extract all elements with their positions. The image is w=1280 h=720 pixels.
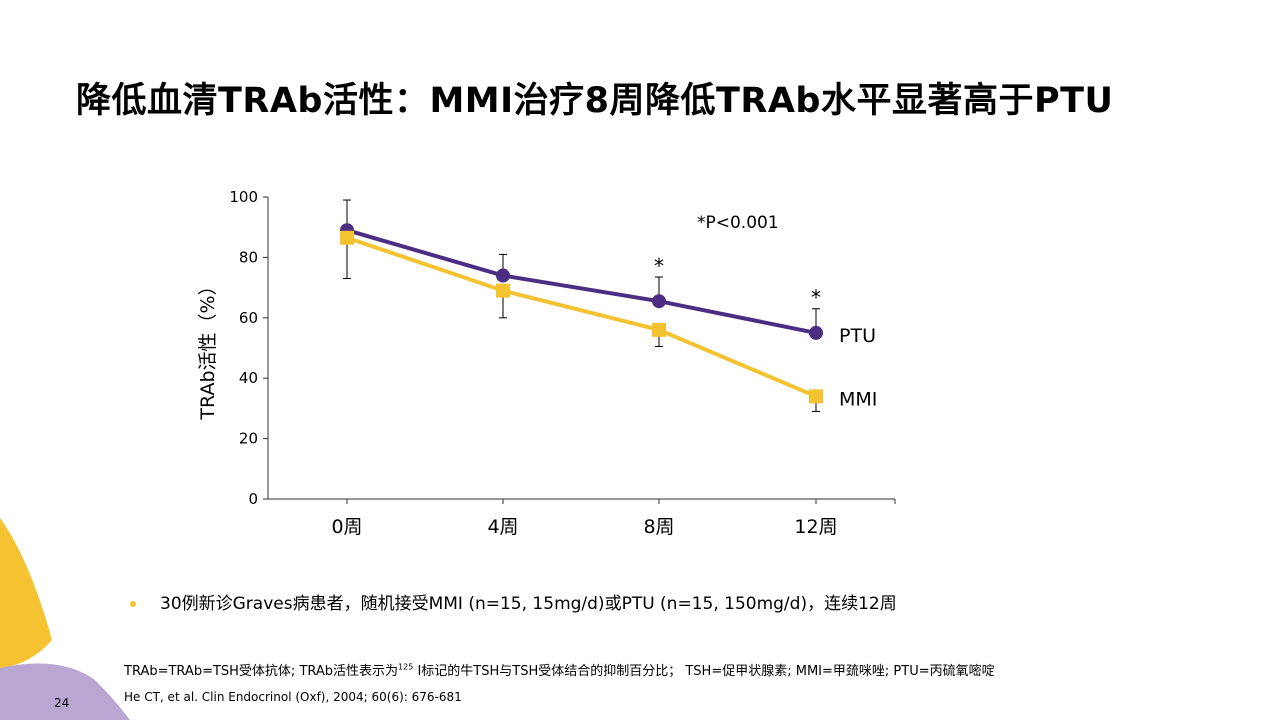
significance-marker: * [654, 254, 664, 278]
series-label-mmi: MMI [839, 388, 877, 410]
note-superscript: 125 [398, 662, 414, 672]
x-tick-label: 8周 [643, 516, 674, 538]
series-line-ptu [346, 228, 817, 335]
data-point-ptu [809, 325, 823, 340]
page-number: 24 [54, 696, 70, 710]
data-point-mmi [809, 389, 823, 404]
line-chart: 0 20 40 60 80 100 0周 4周 8周 12周 TRAb活性（%） PTU MMI * * [197, 188, 896, 538]
y-tick-label: 100 [229, 188, 258, 206]
p-value-annotation: *P<0.001 [697, 213, 779, 233]
y-tick-label: 0 [248, 490, 258, 508]
bullet-dot-icon [130, 601, 136, 607]
y-tick-label: 60 [239, 309, 258, 327]
series-label-ptu: PTU [839, 325, 876, 347]
note-text: I标记的牛TSH与TSH受体结合的抑制百分比； TSH=促甲状腺素; MMI=甲… [413, 664, 995, 679]
bullet-item: 30例新诊Graves病患者，随机接受MMI (n=15, 15mg/d)或PT… [130, 589, 897, 614]
data-point-mmi [340, 230, 354, 245]
x-tick-label: 0周 [331, 516, 362, 538]
decorative-lavender-shape [0, 663, 130, 720]
series-line-mmi [346, 235, 817, 399]
data-point-mmi [652, 322, 666, 337]
y-tick-label: 40 [239, 369, 258, 387]
page-title: 降低血清TRAb活性：MMI治疗8周降低TRAb水平显著高于PTU [76, 81, 1114, 121]
y-axis-label: TRAb活性（%） [197, 276, 219, 420]
reference: He CT, et al. Clin Endocrinol (Oxf), 200… [124, 690, 462, 704]
y-tick-label: 80 [239, 248, 258, 266]
x-tick-label: 4周 [487, 516, 518, 538]
data-point-ptu [652, 294, 666, 309]
bullet-text: 30例新诊Graves病患者，随机接受MMI (n=15, 15mg/d)或PT… [160, 594, 897, 614]
x-tick-label: 12周 [794, 516, 837, 538]
decorative-yellow-shape [0, 518, 52, 668]
data-point-ptu [496, 268, 510, 283]
note-text: TRAb=TRAb=TSH受体抗体; TRAb活性表示为 [124, 664, 399, 679]
data-point-mmi [496, 283, 510, 298]
abbreviation-note: TRAb=TRAb=TSH受体抗体; TRAb活性表示为125 I标记的牛TSH… [124, 660, 995, 679]
y-tick-label: 20 [239, 430, 258, 448]
significance-marker: * [811, 286, 821, 310]
